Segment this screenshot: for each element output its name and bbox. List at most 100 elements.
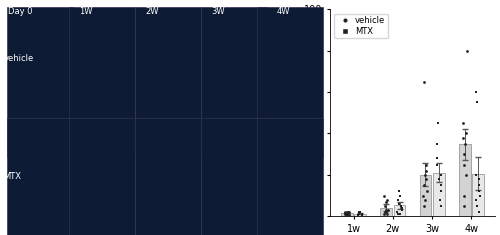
Point [398, 208, 406, 212]
Point [382, 212, 390, 216]
Point [475, 189, 483, 193]
Text: 4W: 4W [277, 7, 290, 16]
Point [382, 198, 390, 202]
Point [344, 210, 352, 214]
Point [355, 212, 363, 216]
Point [382, 200, 390, 204]
Point [341, 210, 349, 214]
FancyBboxPatch shape [202, 7, 268, 157]
Point [420, 183, 428, 187]
Point [422, 177, 430, 181]
Point [355, 212, 363, 216]
Point [420, 194, 428, 197]
Point [476, 194, 484, 197]
Point [459, 136, 467, 140]
FancyBboxPatch shape [136, 7, 202, 157]
Bar [433, 172, 444, 216]
Point [342, 211, 349, 215]
Point [463, 49, 471, 53]
Point [472, 198, 480, 202]
Bar [459, 144, 470, 216]
Point [461, 142, 469, 146]
Point [382, 210, 390, 214]
Y-axis label: % of Joint damage: % of Joint damage [288, 68, 298, 157]
Point [358, 213, 366, 217]
Point [397, 204, 405, 208]
Point [458, 121, 466, 125]
Point [422, 169, 430, 172]
Point [476, 210, 484, 214]
Text: 3W: 3W [211, 7, 224, 16]
Point [424, 189, 432, 193]
Bar [472, 174, 484, 216]
Point [434, 121, 442, 125]
Point [436, 198, 444, 202]
Point [380, 212, 388, 216]
FancyBboxPatch shape [6, 7, 72, 157]
Point [462, 132, 470, 135]
Point [436, 183, 444, 187]
Point [345, 213, 353, 217]
Point [437, 173, 445, 177]
Legend: vehicle, MTX: vehicle, MTX [334, 14, 388, 38]
Point [396, 194, 404, 197]
Point [437, 204, 445, 208]
Point [462, 173, 470, 177]
Point [436, 177, 444, 181]
Point [460, 163, 468, 166]
Point [394, 212, 402, 216]
Point [381, 210, 389, 214]
Point [356, 210, 364, 214]
Point [420, 80, 428, 84]
Point [398, 206, 406, 210]
Point [344, 212, 351, 216]
Point [434, 157, 442, 160]
Point [472, 204, 480, 208]
Bar [394, 205, 406, 216]
Point [420, 173, 428, 177]
FancyBboxPatch shape [6, 118, 72, 235]
Bar [380, 208, 392, 216]
Point [344, 210, 352, 214]
Point [475, 183, 483, 187]
Point [381, 204, 389, 208]
Point [354, 213, 362, 217]
Text: MTX: MTX [4, 172, 22, 181]
Text: vehicle: vehicle [4, 54, 34, 63]
Point [432, 142, 440, 146]
Point [356, 211, 364, 215]
Point [460, 152, 468, 156]
Point [382, 208, 390, 212]
Point [380, 194, 388, 197]
Point [422, 163, 430, 166]
Point [356, 210, 364, 214]
Point [474, 101, 482, 104]
Point [396, 189, 404, 193]
Point [394, 210, 402, 214]
Point [356, 210, 364, 214]
Point [437, 189, 445, 193]
FancyBboxPatch shape [70, 118, 136, 235]
Point [342, 212, 349, 216]
Text: 2W: 2W [145, 7, 158, 16]
Point [394, 198, 402, 202]
FancyBboxPatch shape [70, 7, 136, 157]
Point [422, 198, 430, 202]
Point [433, 163, 441, 166]
Point [355, 212, 363, 216]
Text: 1W: 1W [79, 7, 92, 16]
Point [394, 202, 402, 206]
Point [460, 204, 468, 208]
Point [460, 194, 468, 197]
FancyBboxPatch shape [202, 118, 268, 235]
Point [476, 177, 484, 181]
Point [396, 212, 404, 216]
Bar [354, 214, 366, 216]
Point [384, 208, 392, 212]
Point [420, 204, 428, 208]
Point [344, 210, 351, 214]
Bar [341, 213, 353, 216]
Bar [420, 175, 432, 216]
Text: Day 0: Day 0 [8, 7, 32, 16]
Point [472, 173, 480, 177]
